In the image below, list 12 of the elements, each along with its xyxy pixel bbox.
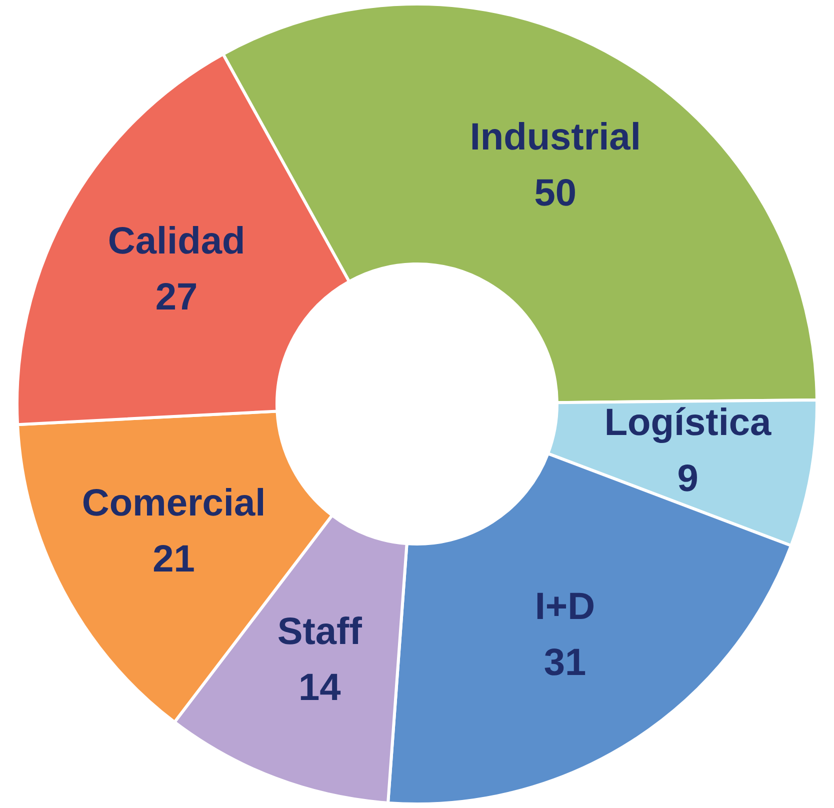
slice-label: Staff <box>277 611 362 654</box>
data-label: 9 <box>677 458 698 500</box>
data-label: 31 <box>544 642 586 684</box>
data-label: 14 <box>298 667 341 710</box>
data-label: 27 <box>155 276 198 319</box>
data-label: 21 <box>152 538 195 580</box>
slice-label: Industrial <box>470 116 641 158</box>
slice-label: Calidad <box>108 220 246 263</box>
slice-label: I+D <box>534 586 596 628</box>
slice-label: Logística <box>604 402 772 444</box>
data-label: 50 <box>534 172 577 214</box>
slice-label: Comercial <box>82 482 266 524</box>
